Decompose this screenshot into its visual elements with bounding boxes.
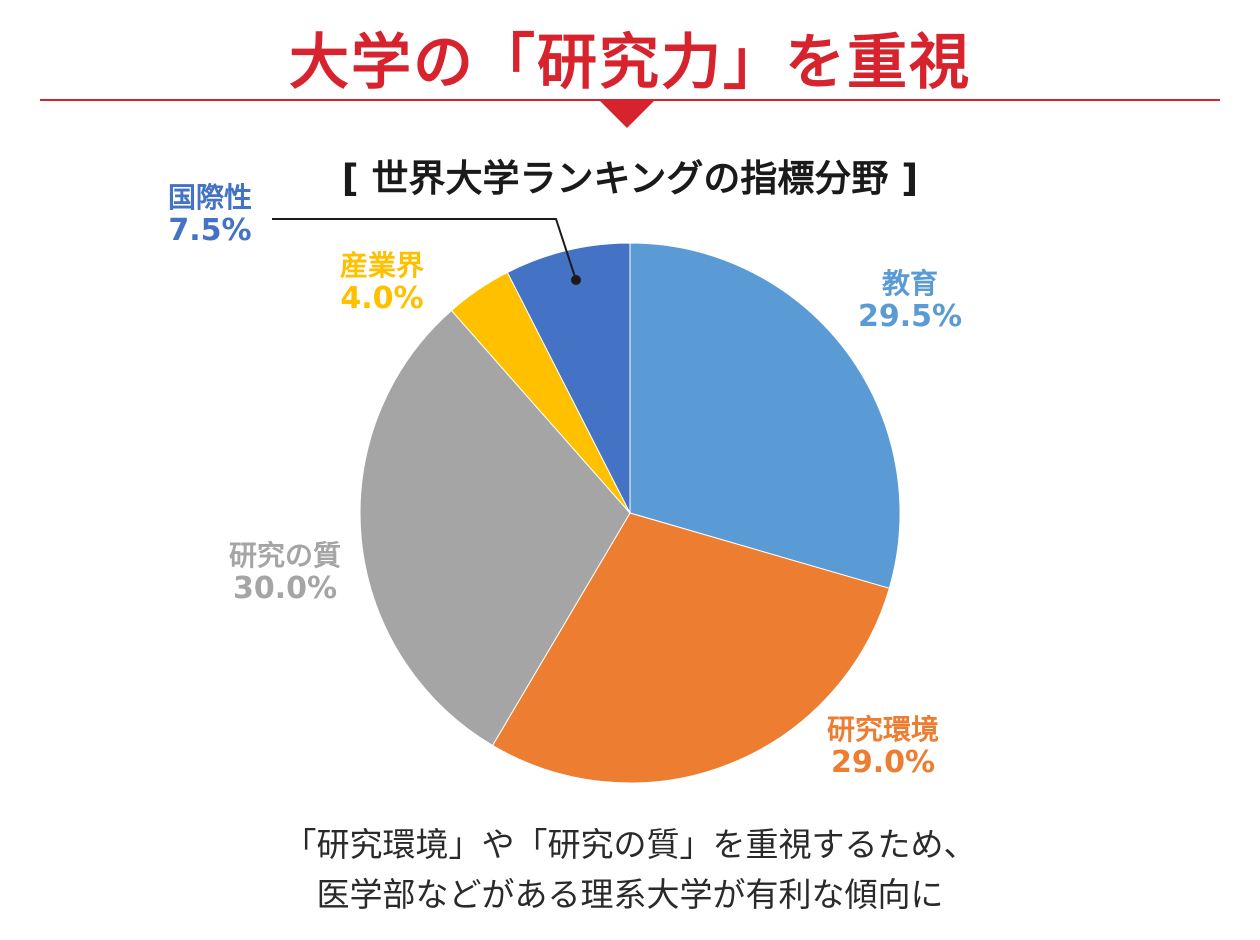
slice-label-name: 研究の質 xyxy=(228,539,341,572)
slice-label: 産業界 4.0% xyxy=(322,249,442,317)
slice-label: 国際性 7.5% xyxy=(150,181,270,249)
slice-label-name: 産業界 xyxy=(339,249,424,282)
pie-slice xyxy=(629,242,901,589)
slice-label: 教育 29.5% xyxy=(840,267,980,335)
slice-label-name: 教育 xyxy=(881,267,938,300)
pie-slice xyxy=(359,309,631,747)
slice-label-value: 30.0% xyxy=(232,571,338,607)
caption-line-1: 「研究環境」や「研究の質」を重視するため、 xyxy=(283,825,977,864)
slice-label-value: 7.5% xyxy=(168,213,252,249)
chart-title: [ 世界大学ランキングの指標分野 ] xyxy=(341,157,919,200)
page-headline: 大学の「研究力」を重視 xyxy=(289,28,971,98)
slice-label-value: 29.0% xyxy=(830,745,936,781)
slice-label-name: 研究環境 xyxy=(826,713,939,746)
headline-divider xyxy=(40,99,1220,128)
slice-label-value: 29.5% xyxy=(857,299,963,335)
slice-label-name: 国際性 xyxy=(167,181,252,214)
slice-label: 研究環境 29.0% xyxy=(808,713,958,781)
pie-slice xyxy=(491,512,890,784)
caption-line-2: 医学部などがある理系大学が有利な傾向に xyxy=(316,874,944,914)
chart-caption: 「研究環境」や「研究の質」を重視するため、 医学部などがある理系大学が有利な傾向… xyxy=(0,820,1260,919)
slice-label: 研究の質 30.0% xyxy=(210,539,360,607)
slice-label-value: 4.0% xyxy=(340,281,424,317)
leader-line-kokusaisei xyxy=(272,218,581,285)
